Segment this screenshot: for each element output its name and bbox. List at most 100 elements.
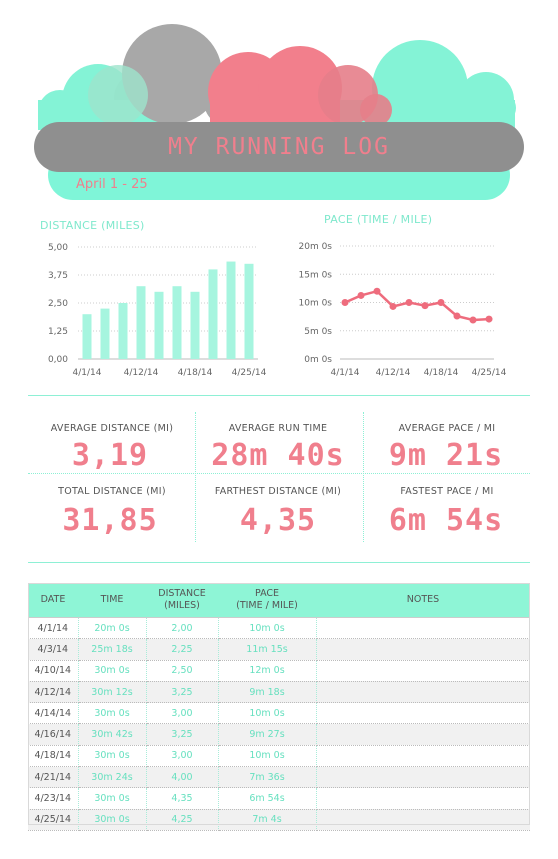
cell-notes[interactable] — [316, 787, 530, 810]
avg-pace-label: AVERAGE PACE / MI — [398, 423, 496, 434]
header-time: TIME — [78, 583, 146, 618]
y-tick-label: 5m 0s — [304, 327, 332, 337]
y-tick-label: 5,00 — [48, 243, 68, 253]
cell-pace: 9m 27s — [218, 723, 317, 746]
cell-pace: 12m 0s — [218, 660, 317, 682]
y-tick-label: 3,75 — [48, 271, 68, 281]
header-date: DATE — [28, 583, 78, 618]
header-pace-line2: (TIME / MILE) — [236, 600, 298, 611]
distance-bar — [82, 314, 92, 359]
pace-point — [405, 299, 413, 306]
table-row: 4/16/14 30m 42s 3,25 9m 27s — [28, 723, 530, 746]
x-tick-label: 4/25/14 — [232, 368, 267, 378]
distance-bar — [172, 286, 182, 359]
cell-time: 30m 0s — [78, 809, 147, 831]
cell-notes[interactable] — [316, 745, 530, 768]
y-tick-label: 20m 0s — [299, 242, 333, 252]
cell-distance: 3,00 — [146, 702, 219, 725]
table-row: 4/1/14 20m 0s 2,00 10m 0s — [28, 616, 530, 640]
table-row: 4/12/14 30m 12s 3,25 9m 18s — [28, 681, 530, 704]
cell-time: 30m 24s — [78, 766, 147, 789]
farthest-distance-label: FARTHEST DISTANCE (MI) — [214, 486, 342, 497]
avg-distance-label: AVERAGE DISTANCE (MI) — [50, 423, 174, 434]
cell-date: 4/14/14 — [28, 702, 79, 725]
cell-pace: 10m 0s — [218, 745, 317, 768]
distance-bar — [100, 308, 110, 359]
total-distance-value: 31,85 — [62, 503, 158, 538]
cell-pace: 9m 18s — [218, 681, 317, 704]
stats-middle-divider — [28, 473, 530, 474]
cell-notes[interactable] — [316, 723, 530, 746]
stats-top-divider — [28, 395, 530, 396]
y-tick-label: 0,00 — [48, 355, 68, 365]
x-tick-label: 4/1/14 — [73, 368, 102, 378]
x-tick-label: 4/18/14 — [424, 368, 459, 378]
cell-notes[interactable] — [316, 702, 530, 725]
cell-distance: 2,00 — [146, 616, 219, 640]
table-row: 4/21/14 30m 24s 4,00 7m 36s — [28, 766, 530, 789]
table-row: 4/18/14 30m 0s 3,00 10m 0s — [28, 745, 530, 768]
distance-bar — [226, 261, 236, 359]
cell-time: 25m 18s — [78, 638, 147, 661]
y-tick-label: 0m 0s — [304, 355, 332, 365]
x-tick-label: 4/25/14 — [472, 368, 507, 378]
cell-date: 4/25/14 — [28, 809, 79, 831]
distance-bar — [190, 291, 200, 359]
cell-pace: 7m 36s — [218, 766, 317, 789]
cell-time: 30m 42s — [78, 723, 147, 746]
pace-point — [421, 302, 429, 310]
pace-point — [341, 299, 349, 306]
header-notes: NOTES — [316, 583, 530, 618]
header-pace-line1: PACE — [254, 588, 280, 599]
header-distance: DISTANCE (MILES) — [146, 583, 218, 618]
pace-point — [357, 291, 365, 299]
avg-pace-value: 9m 21s — [388, 438, 504, 473]
fastest-pace-label: FASTEST PACE / MI — [400, 486, 494, 497]
cell-date: 4/21/14 — [28, 766, 79, 789]
pace-point — [373, 287, 381, 295]
cell-notes[interactable] — [316, 766, 530, 789]
cell-distance: 2,50 — [146, 660, 219, 682]
table-row: 4/23/14 30m 0s 4,35 6m 54s — [28, 787, 530, 810]
cell-distance: 2,25 — [146, 638, 219, 661]
table-row: 4/25/14 30m 0s 4,25 7m 4s — [28, 809, 530, 831]
avg-run-time-label: AVERAGE RUN TIME — [228, 423, 328, 434]
cell-notes[interactable] — [316, 660, 530, 682]
avg-distance-value: 3,19 — [71, 438, 149, 473]
cell-time: 20m 0s — [78, 616, 147, 640]
cell-time: 30m 12s — [78, 681, 147, 704]
x-tick-label: 4/12/14 — [376, 368, 411, 378]
pace-line — [344, 289, 490, 322]
cell-pace: 10m 0s — [218, 702, 317, 725]
cell-notes[interactable] — [316, 638, 530, 661]
stats-divider-left — [195, 412, 196, 542]
cell-date: 4/18/14 — [28, 745, 79, 768]
pace-point — [437, 299, 445, 306]
date-range: April 1 - 25 — [76, 177, 148, 192]
stats-bottom-divider — [28, 562, 530, 563]
page-title: MY RUNNING LOG — [168, 134, 390, 160]
cell-time: 30m 0s — [78, 702, 147, 725]
cell-pace: 11m 15s — [218, 638, 317, 661]
avg-run-time-value: 28m 40s — [211, 438, 345, 473]
cell-pace: 7m 4s — [218, 809, 317, 831]
cell-notes[interactable] — [316, 681, 530, 704]
cell-date: 4/16/14 — [28, 723, 79, 746]
cell-distance: 4,00 — [146, 766, 219, 789]
y-tick-label: 1,25 — [48, 327, 68, 337]
x-tick-label: 4/18/14 — [178, 368, 213, 378]
cell-time: 30m 0s — [78, 787, 147, 810]
cell-notes[interactable] — [316, 616, 530, 640]
cell-date: 4/12/14 — [28, 681, 79, 704]
y-tick-label: 15m 0s — [299, 270, 333, 280]
cell-pace: 10m 0s — [218, 616, 317, 640]
cell-distance: 4,25 — [146, 809, 219, 831]
cell-date: 4/23/14 — [28, 787, 79, 810]
cell-distance: 3,25 — [146, 723, 219, 746]
pace-point — [453, 312, 461, 320]
stats-divider-right — [363, 412, 364, 542]
header-pace: PACE (TIME / MILE) — [218, 583, 316, 618]
distance-bar — [244, 263, 254, 359]
pace-point — [389, 302, 397, 310]
cell-notes[interactable] — [316, 809, 530, 831]
